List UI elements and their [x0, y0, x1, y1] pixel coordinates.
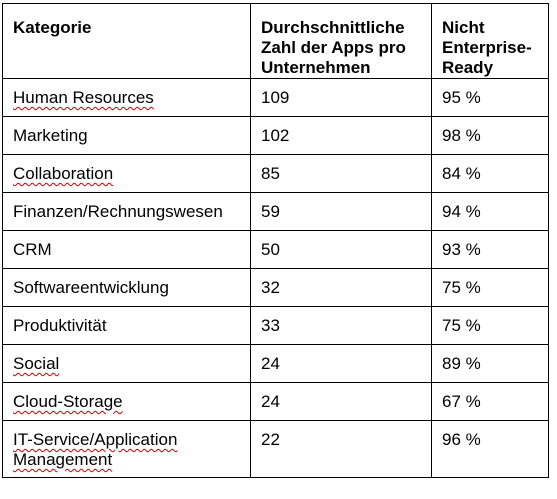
cell-app-count: 24 [250, 382, 432, 421]
table-row: Produktivität 33 75 % [2, 306, 549, 345]
cell-category: Softwareentwicklung [2, 268, 251, 307]
cell-not-ready: 67 % [431, 382, 549, 421]
category-text: Social [13, 354, 60, 373]
cell-not-ready: 75 % [431, 306, 549, 345]
cell-category: CRM [2, 230, 251, 269]
table-row: CRM 50 93 % [2, 230, 549, 269]
cell-not-ready: 75 % [431, 268, 549, 307]
table-row: Collaboration 85 84 % [2, 154, 549, 193]
cell-not-ready: 96 % [431, 420, 549, 478]
cell-category: Marketing [2, 116, 251, 155]
table-row: Softwareentwicklung 32 75 % [2, 268, 549, 307]
cell-not-ready: 89 % [431, 344, 549, 383]
category-text: Human Resources [13, 88, 154, 107]
cell-app-count: 32 [250, 268, 432, 307]
cell-category: Social [2, 344, 251, 383]
cell-category: Cloud-Storage [2, 382, 251, 421]
header-enterprise-ready: Nicht Enterprise-Ready [431, 3, 549, 79]
cell-category: Human Resources [2, 78, 251, 117]
table-row: Social 24 89 % [2, 344, 549, 383]
cell-category: Finanzen/Rechnungswesen [2, 192, 251, 231]
cell-category: Collaboration [2, 154, 251, 193]
cell-app-count: 109 [250, 78, 432, 117]
apps-table: Kategorie Durchschnittliche Zahl der App… [2, 3, 549, 478]
table-row: Finanzen/Rechnungswesen 59 94 % [2, 192, 549, 231]
cell-app-count: 50 [250, 230, 432, 269]
cell-not-ready: 98 % [431, 116, 549, 155]
cell-not-ready: 84 % [431, 154, 549, 193]
cell-app-count: 85 [250, 154, 432, 193]
cell-not-ready: 94 % [431, 192, 549, 231]
category-text: IT-Service/Application Management [13, 430, 178, 469]
cell-not-ready: 93 % [431, 230, 549, 269]
category-text: Collaboration [13, 164, 114, 183]
table-row: Marketing 102 98 % [2, 116, 549, 155]
table-row: Human Resources 109 95 % [2, 78, 549, 117]
category-text: Cloud-Storage [13, 392, 123, 411]
header-row: Kategorie Durchschnittliche Zahl der App… [2, 3, 549, 79]
cell-not-ready: 95 % [431, 78, 549, 117]
cell-app-count: 22 [250, 420, 432, 478]
cell-app-count: 33 [250, 306, 432, 345]
table-row: IT-Service/Application Management 22 96 … [2, 420, 549, 478]
cell-app-count: 24 [250, 344, 432, 383]
cell-app-count: 102 [250, 116, 432, 155]
cell-app-count: 59 [250, 192, 432, 231]
header-app-count: Durchschnittliche Zahl der Apps pro Unte… [250, 3, 432, 79]
cell-category: IT-Service/Application Management [2, 420, 251, 478]
header-kategorie: Kategorie [2, 3, 251, 79]
cell-category: Produktivität [2, 306, 251, 345]
table-row: Cloud-Storage 24 67 % [2, 382, 549, 421]
